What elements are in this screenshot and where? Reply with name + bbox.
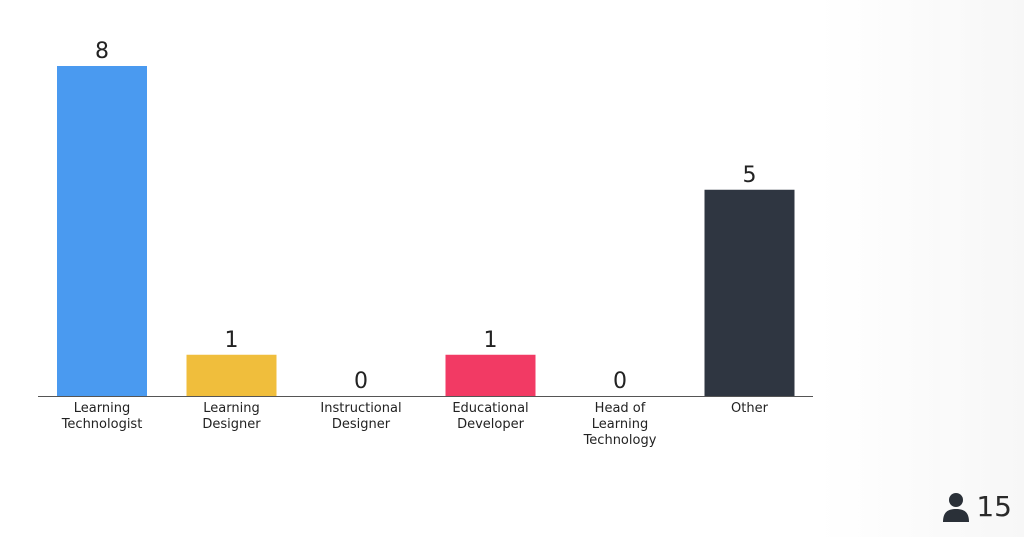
participant-count-value: 15 (976, 490, 1012, 523)
category-label: Other (731, 401, 769, 416)
bar-value-label: 0 (613, 369, 627, 394)
category-label: Learning (74, 401, 130, 416)
bar-value-label: 1 (225, 328, 239, 353)
category-label: Educational (452, 401, 528, 416)
bar (445, 354, 536, 396)
category-label: Technology (583, 433, 657, 448)
bar-value-label: 1 (484, 328, 498, 353)
bar (704, 189, 795, 396)
category-label: Head of (595, 401, 646, 416)
bar-value-label: 0 (354, 369, 368, 394)
category-label: Designer (202, 417, 261, 432)
participant-count: 15 (942, 489, 1012, 525)
person-icon (943, 493, 970, 522)
category-label: Learning (203, 401, 259, 416)
category-label: Designer (332, 417, 391, 432)
bar (57, 66, 147, 396)
bar (186, 354, 277, 396)
category-label: Learning (592, 417, 648, 432)
category-label: Instructional (320, 401, 401, 416)
bar-value-label: 5 (743, 163, 757, 188)
bar-value-label: 8 (95, 39, 109, 64)
category-label: Developer (457, 417, 525, 432)
category-label: Technologist (61, 417, 143, 432)
